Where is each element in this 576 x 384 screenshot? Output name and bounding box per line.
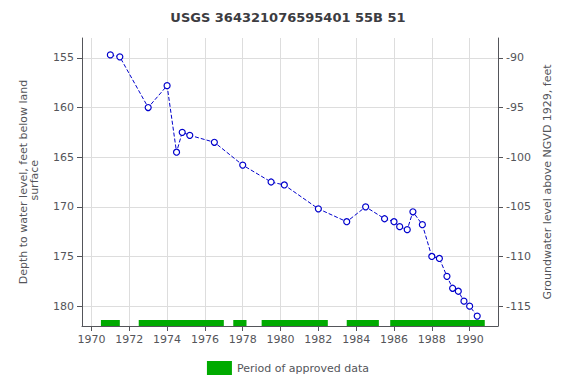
svg-text:160: 160 (53, 101, 74, 114)
svg-text:155: 155 (53, 51, 74, 64)
svg-text:165: 165 (53, 151, 74, 164)
svg-text:1988: 1988 (418, 333, 446, 346)
svg-text:175: 175 (53, 250, 74, 263)
svg-text:1986: 1986 (380, 333, 408, 346)
svg-text:-95: -95 (506, 101, 524, 114)
svg-text:1972: 1972 (115, 333, 143, 346)
svg-text:surface: surface (28, 160, 41, 204)
svg-text:Depth to water level, feet bel: Depth to water level, feet below land (17, 79, 30, 285)
svg-text:1970: 1970 (77, 333, 105, 346)
svg-text:Groundwater level above NGVD 1: Groundwater level above NGVD 1929, feet (541, 64, 554, 300)
svg-text:-110: -110 (506, 250, 531, 263)
svg-text:-100: -100 (506, 151, 531, 164)
svg-text:USGS 364321076595401 55B 51: USGS 364321076595401 55B 51 (170, 10, 405, 25)
svg-text:1982: 1982 (304, 333, 332, 346)
svg-text:-105: -105 (506, 200, 531, 213)
svg-text:1978: 1978 (229, 333, 257, 346)
svg-text:1980: 1980 (267, 333, 295, 346)
svg-text:1974: 1974 (153, 333, 181, 346)
svg-text:-115: -115 (506, 300, 531, 313)
svg-text:Period of approved data: Period of approved data (237, 362, 369, 375)
svg-text:1984: 1984 (342, 333, 370, 346)
svg-text:1990: 1990 (456, 333, 484, 346)
svg-text:1976: 1976 (191, 333, 219, 346)
svg-text:-90: -90 (506, 51, 524, 64)
svg-text:170: 170 (53, 200, 74, 213)
svg-text:180: 180 (53, 300, 74, 313)
